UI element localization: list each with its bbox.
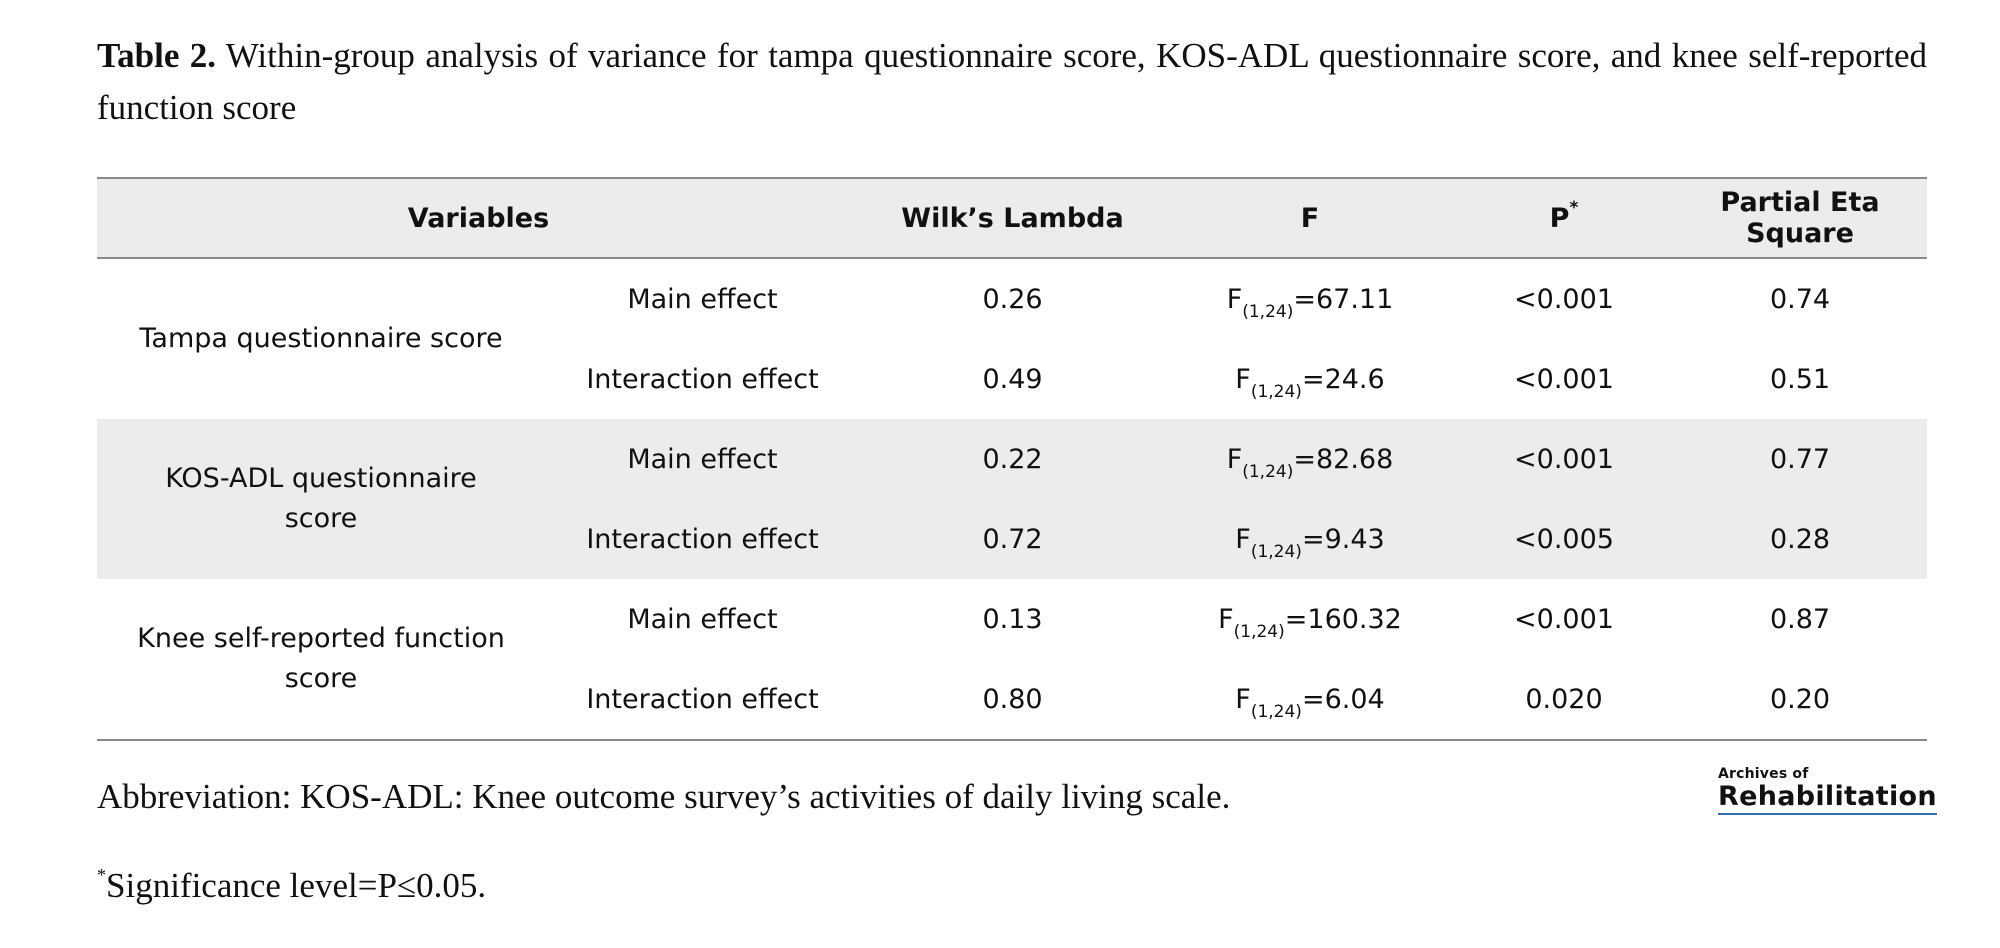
f-subscript: (1,24) bbox=[1233, 621, 1285, 642]
f-value: =9.43 bbox=[1301, 523, 1385, 555]
effect-cell: Interaction effect bbox=[586, 683, 819, 715]
header-row: Variables Wilk’s Lambda F P* Partial Eta… bbox=[97, 178, 1927, 259]
p-cell: <0.001 bbox=[1514, 603, 1614, 635]
f-subscript: (1,24) bbox=[1250, 701, 1302, 722]
p-cell: 0.020 bbox=[1525, 683, 1603, 715]
significance-text: Significance level=P≤0.05. bbox=[106, 866, 487, 905]
wilks-cell: 0.72 bbox=[860, 499, 1165, 579]
header-f: F bbox=[1165, 178, 1455, 259]
eta-cell: 0.51 bbox=[1769, 363, 1831, 395]
effect-cell: Main effect bbox=[627, 603, 778, 635]
f-value: =24.6 bbox=[1301, 363, 1385, 395]
wilks-cell: 0.22 bbox=[860, 419, 1165, 499]
f-cell: F(1,24)=6.04 bbox=[1165, 659, 1455, 740]
header-p-mark: * bbox=[1569, 197, 1579, 218]
group-name: Tampa questionnaire score bbox=[139, 323, 503, 354]
table-row: Interaction effect 0.72 F(1,24)=9.43 <0.… bbox=[97, 499, 1927, 579]
wilks-cell: 0.13 bbox=[982, 603, 1043, 635]
f-subscript: (1,24) bbox=[1250, 381, 1302, 402]
effect-cell: Interaction effect bbox=[586, 363, 819, 395]
f-subscript: (1,24) bbox=[1250, 541, 1302, 562]
significance-mark: * bbox=[97, 865, 106, 885]
eta-cell: 0.20 bbox=[1769, 683, 1831, 715]
group-name-cell: Tampa questionnaire score bbox=[97, 258, 545, 419]
f-value: =160.32 bbox=[1284, 603, 1402, 635]
f-base: F bbox=[1226, 443, 1243, 475]
header-variables: Variables bbox=[97, 178, 860, 259]
table-label: Table 2. bbox=[97, 36, 217, 75]
header-p-text: P bbox=[1549, 202, 1570, 234]
effect-cell: Interaction effect bbox=[545, 499, 860, 579]
p-cell: <0.001 bbox=[1514, 283, 1614, 315]
header-wilks-lambda: Wilk’s Lambda bbox=[860, 178, 1165, 259]
f-base: F bbox=[1235, 363, 1251, 395]
f-subscript: (1,24) bbox=[1242, 461, 1294, 482]
f-cell: F(1,24)=67.11 bbox=[1165, 258, 1455, 339]
eta-cell: 0.28 bbox=[1673, 499, 1927, 579]
journal-logo: Archives of Rehabilitation bbox=[1718, 766, 1937, 815]
f-subscript: (1,24) bbox=[1242, 301, 1294, 322]
p-cell: <0.005 bbox=[1455, 499, 1673, 579]
p-cell: <0.001 bbox=[1514, 363, 1614, 395]
f-base: F bbox=[1218, 603, 1234, 635]
abbreviation-footnote: Abbreviation: KOS-ADL: Knee outcome surv… bbox=[97, 777, 1231, 816]
f-cell: F(1,24)=160.32 bbox=[1165, 579, 1455, 659]
header-p: P* bbox=[1455, 178, 1673, 259]
f-cell: F(1,24)=24.6 bbox=[1165, 339, 1455, 419]
table-row: KOS-ADL questionnaire score Main effect … bbox=[97, 419, 1927, 579]
f-cell: F(1,24)=82.68 bbox=[1165, 419, 1455, 499]
f-value: =67.11 bbox=[1293, 283, 1394, 315]
group-name: Knee self-reported function score bbox=[137, 623, 505, 694]
group-name: KOS-ADL questionnaire score bbox=[165, 463, 477, 534]
caption-text: Within-group analysis of variance for ta… bbox=[97, 36, 1927, 127]
f-value: =82.68 bbox=[1293, 443, 1394, 475]
effect-cell: Main effect bbox=[545, 419, 860, 499]
eta-cell: 0.77 bbox=[1673, 419, 1927, 499]
eta-cell: 0.87 bbox=[1769, 603, 1831, 635]
f-cell: F(1,24)=9.43 bbox=[1165, 499, 1455, 579]
f-base: F bbox=[1235, 523, 1251, 555]
wilks-cell: 0.49 bbox=[982, 363, 1043, 395]
logo-top-text: Archives of bbox=[1718, 766, 1809, 782]
table-row: Interaction effect 0.80 F(1,24)=6.04 0.0… bbox=[97, 659, 1927, 740]
anova-table: Variables Wilk’s Lambda F P* Partial Eta… bbox=[97, 177, 1927, 741]
group-name-cell: KOS-ADL questionnaire score bbox=[97, 419, 545, 579]
table-row: Tampa questionnaire score Main effect 0.… bbox=[97, 258, 1927, 355]
significance-footnote: *Significance level=P≤0.05. bbox=[97, 866, 486, 906]
wilks-cell: 0.80 bbox=[982, 683, 1043, 715]
table-row: Interaction effect 0.49 F(1,24)=24.6 <0.… bbox=[97, 339, 1927, 419]
effect-cell: Main effect bbox=[627, 283, 778, 315]
f-base: F bbox=[1226, 283, 1243, 315]
table-row: Knee self-reported function score Main e… bbox=[97, 579, 1927, 695]
eta-cell: 0.74 bbox=[1769, 283, 1831, 315]
table-caption: Table 2. Within-group analysis of varian… bbox=[97, 30, 1927, 134]
wilks-cell: 0.26 bbox=[982, 283, 1043, 315]
logo-main-text: Rehabilitation bbox=[1718, 782, 1937, 815]
f-base: F bbox=[1235, 683, 1251, 715]
group-name-cell: Knee self-reported function score bbox=[97, 579, 545, 740]
f-value: =6.04 bbox=[1301, 683, 1385, 715]
p-cell: <0.001 bbox=[1455, 419, 1673, 499]
header-partial-eta: Partial Eta Square bbox=[1673, 178, 1927, 259]
